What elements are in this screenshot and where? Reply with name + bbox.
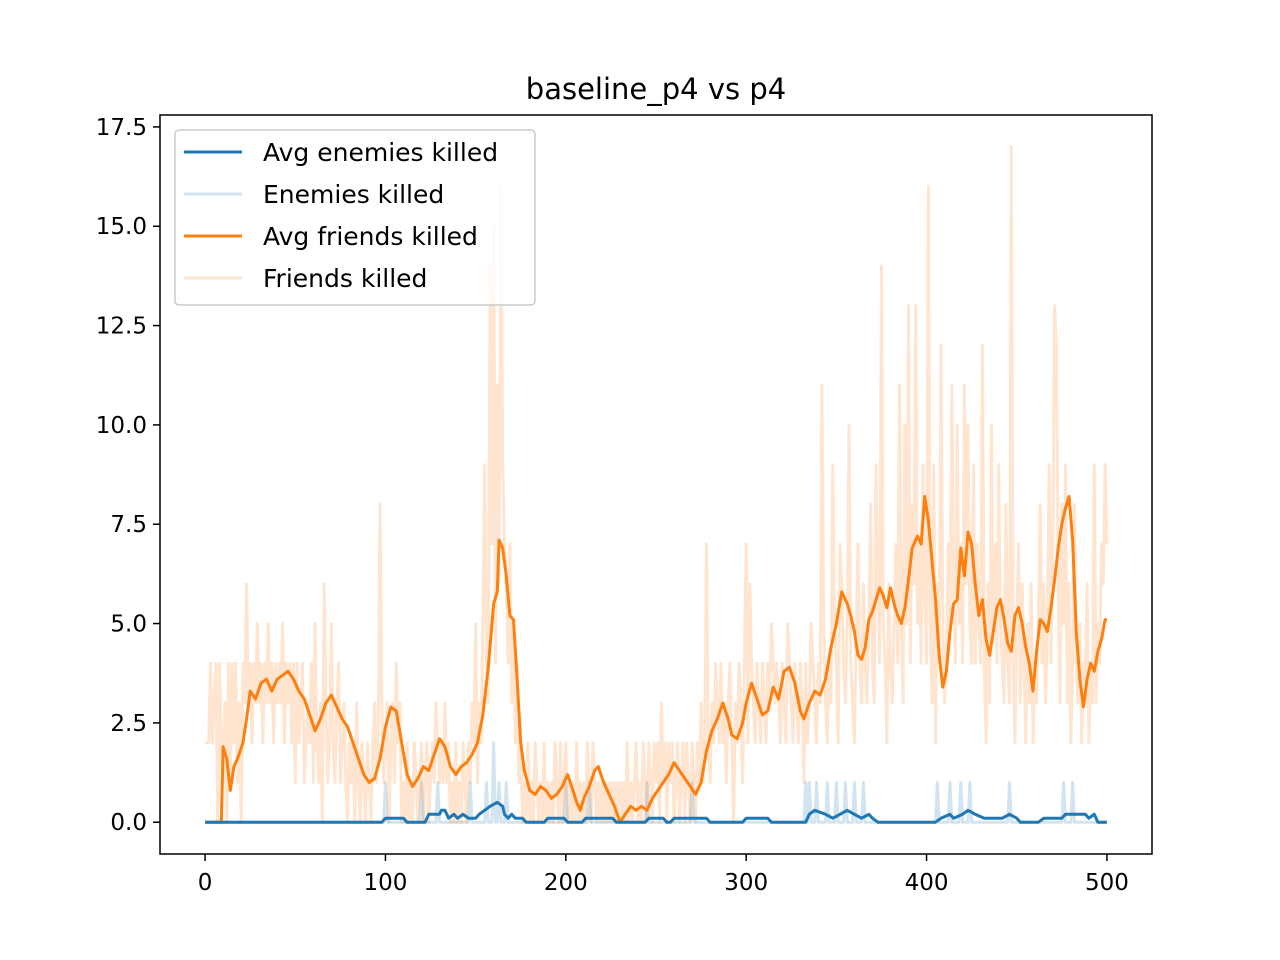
legend-label: Avg friends killed bbox=[263, 222, 478, 251]
x-tick-label: 400 bbox=[905, 870, 949, 896]
legend: Avg enemies killed Enemies killed Avg frie… bbox=[174, 129, 536, 306]
series-line-avg-enemies-killed bbox=[205, 800, 1107, 824]
x-tick-label: 300 bbox=[724, 870, 768, 896]
y-tick-label: 15.0 bbox=[96, 214, 147, 240]
y-axis: 0.0 2.5 5.0 7.5 10.0 12.5 15.0 17.5 bbox=[96, 115, 160, 836]
chart-title: baseline_p4 vs p4 bbox=[526, 72, 786, 106]
y-tick-label: 17.5 bbox=[96, 115, 147, 141]
legend-label: Enemies killed bbox=[263, 180, 444, 209]
axes-frame bbox=[159, 114, 1153, 855]
series-line-avg-friends-killed bbox=[205, 494, 1107, 824]
series-line-friends-killed bbox=[205, 145, 1109, 824]
y-tick-label: 7.5 bbox=[110, 512, 147, 538]
y-tick-label: 12.5 bbox=[96, 314, 147, 340]
x-tick-label: 0 bbox=[198, 870, 213, 896]
y-tick-label: 10.0 bbox=[96, 413, 147, 439]
x-tick-label: 500 bbox=[1085, 870, 1129, 896]
x-tick-label: 200 bbox=[544, 870, 588, 896]
y-tick-label: 2.5 bbox=[110, 711, 147, 737]
series-line-enemies-killed bbox=[205, 741, 1107, 824]
y-tick-label: 5.0 bbox=[110, 612, 147, 638]
x-tick-label: 100 bbox=[364, 870, 408, 896]
x-axis: 0 100 200 300 400 500 bbox=[198, 854, 1129, 896]
y-tick-label: 0.0 bbox=[110, 810, 147, 836]
legend-label: Friends killed bbox=[263, 264, 427, 293]
lines-layer bbox=[205, 145, 1109, 824]
legend-box bbox=[174, 129, 536, 306]
legend-label: Avg enemies killed bbox=[263, 138, 498, 167]
